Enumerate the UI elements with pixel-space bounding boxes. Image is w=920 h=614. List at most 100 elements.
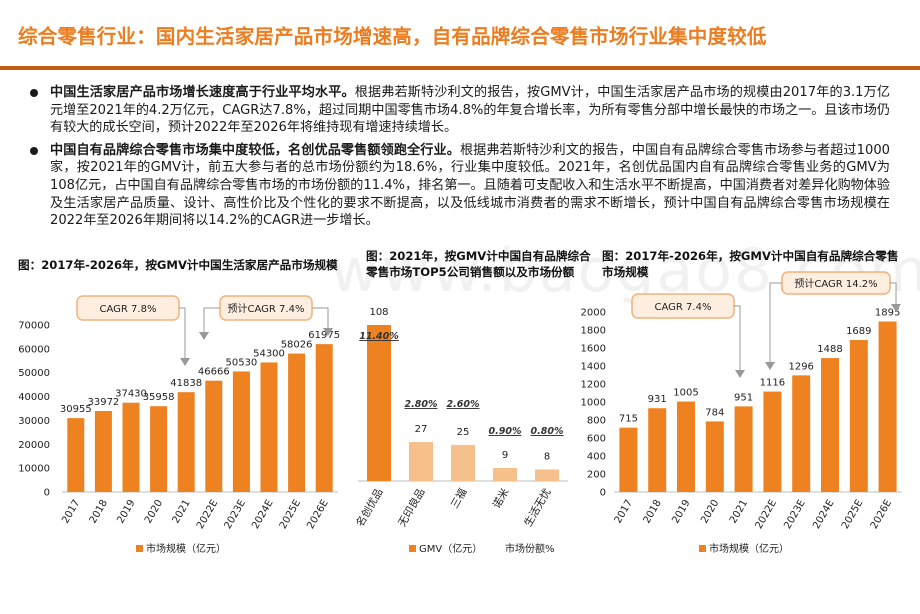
chart3-xtick-label: 2017: [613, 498, 635, 526]
chart3-bar: [792, 375, 811, 492]
chart1-ytick-label: 50000: [18, 368, 50, 379]
chart1-arrow-icon: [199, 332, 209, 340]
chart1-xtick-label: 2018: [88, 498, 110, 526]
chart3-data-label: 1488: [817, 344, 842, 355]
chart1-xtick-label: 2017: [60, 498, 82, 526]
chart2-xtick-label: 生活无忧: [521, 486, 553, 529]
chart3-ytick-label: 600: [587, 434, 606, 445]
chart1-data-label: 30955: [60, 404, 92, 415]
chart2-xtick-label: 三福: [448, 486, 470, 511]
bullet-heading: 中国生活家居产品市场增长速度高于行业平均水平。: [50, 85, 355, 100]
chart2-title: 图：2021年，按GMV计中国自有品牌综合零售市场TOP5公司销售额以及市场份额: [366, 249, 591, 279]
chart1-leader-line: [203, 307, 220, 338]
chart3-leader-line: [734, 305, 741, 376]
chart3-data-label: 931: [648, 394, 667, 405]
chart3-xtick-label: 2022E: [754, 498, 779, 531]
chart1-xtick-label: 2019: [115, 498, 137, 526]
bullet-dot-icon: [30, 89, 38, 97]
chart3-bar: [648, 408, 667, 492]
chart3-xtick-label: 2025E: [840, 498, 865, 531]
chart1-bar: [232, 371, 250, 492]
chart3-data-label: 1296: [788, 361, 813, 372]
chart1-bar: [205, 380, 223, 492]
chart1-xtick-label: 2025E: [278, 498, 303, 531]
chart3-bar: [677, 401, 695, 492]
chart1-ytick-label: 40000: [18, 392, 50, 403]
chart3-bar: [734, 406, 753, 492]
chart1-ytick-label: 30000: [18, 416, 50, 427]
chart1-title: 图：2017年-2026年，按GMV计中国生活家居产品市场规模: [18, 258, 338, 272]
bullet-heading: 中国自有品牌综合零售市场集中度较低，名创优品零售额领跑全行业。: [50, 142, 460, 158]
chart3-xtick-label: 2021: [728, 498, 750, 526]
summary-bullets: 中国生活家居产品市场增长速度高于行业平均水平。根据弗若斯特沙利文的报告，按GMV…: [30, 84, 890, 235]
chart3-bar: [821, 358, 839, 492]
chart1-arrow-icon: [323, 328, 333, 336]
chart2-data-label: 8: [544, 451, 550, 462]
chart3-xtick-label: 2019: [670, 498, 692, 526]
chart2-share-label: 0.80%: [531, 426, 564, 437]
chart1-cagr-forecast-label: 预计CAGR 7.4%: [228, 302, 305, 315]
chart2-legend-gmv-label: GMV（亿元）: [419, 542, 482, 555]
chart3-arrow-icon: [891, 304, 901, 312]
chart2-data-label: 9: [502, 450, 508, 461]
chart1-ytick-label: 10000: [18, 464, 50, 475]
chart1-data-label: 58026: [281, 340, 313, 351]
chart2-bar: [409, 442, 433, 481]
chart3-bar: [619, 427, 638, 492]
chart3-data-label: 1116: [760, 378, 785, 389]
chart3-bar: [878, 321, 897, 492]
chart3-cagr-forecast-label: 预计CAGR 14.2%: [794, 277, 877, 290]
chart3-xtick-label: 2026E: [869, 498, 894, 531]
chart1-xtick-label: 2026E: [305, 498, 330, 531]
chart1-bar: [315, 344, 333, 492]
chart3-data-label: 715: [619, 414, 638, 425]
chart3-ytick-label: 1800: [581, 326, 606, 337]
chart3-data-label: 1689: [846, 326, 871, 337]
chart1-leader-line: [312, 307, 329, 334]
chart1-bar: [67, 418, 85, 492]
chart1-bar: [177, 392, 195, 492]
chart3-xtick-label: 2018: [642, 498, 664, 526]
chart3-bar: [763, 391, 782, 492]
chart3-data-label: 951: [734, 392, 753, 403]
chart3-bar: [705, 421, 724, 492]
chart2-data-label: 25: [457, 427, 470, 438]
title-divider: [0, 66, 920, 70]
page-title: 综合零售行业：国内生活家居产品市场增速高，自有品牌综合零售市场行业集中度较低: [18, 25, 767, 48]
chart2-xtick-label: 名创优品: [353, 486, 385, 529]
chart3-xtick-label: 2023E: [782, 498, 807, 531]
chart2-share-label: 2.60%: [447, 399, 480, 410]
bullet-text: 根据弗若斯特沙利文的报告，中国自有品牌综合零售市场参与者超过1000家，按202…: [50, 142, 890, 229]
chart3-ytick-label: 1400: [581, 362, 606, 373]
chart3-title: 图：2017年-2026年，按GMV计中国自有品牌综合零售市场规模: [602, 249, 899, 279]
chart1-bar: [260, 362, 278, 492]
chart2-bar: [367, 325, 391, 481]
chart3-legend-swatch: [699, 545, 706, 552]
chart3-leader-line: [890, 282, 897, 310]
chart3-ytick-label: 2000: [581, 308, 606, 319]
chart2-bar: [493, 468, 517, 481]
bullet-dot-icon: [30, 146, 38, 155]
chart2-bar: [451, 444, 475, 481]
chart3-leader-line: [769, 282, 782, 368]
chart3-ytick-label: 200: [587, 470, 606, 481]
chart1-legend-label: 市场规模（亿元）: [146, 542, 226, 555]
chart2-share-label: 11.40%: [359, 331, 399, 342]
chart3-ytick-label: 800: [587, 416, 606, 427]
chart3-xtick-label: 2024E: [811, 498, 836, 531]
chart3-data-label: 784: [705, 407, 724, 418]
chart3-arrow-icon: [765, 362, 775, 370]
chart3-ytick-label: 1200: [581, 380, 606, 391]
chart1-data-label: 41838: [170, 378, 202, 389]
chart1-bar: [288, 353, 306, 492]
chart1-xtick-label: 2021: [171, 498, 193, 526]
chart1-ytick-label: 60000: [18, 344, 50, 355]
chart1-legend-swatch: [136, 545, 143, 552]
chart1-ytick-label: 0: [44, 488, 50, 499]
chart1-cagr-hist-label: CAGR 7.8%: [100, 304, 157, 315]
chart1-bar: [94, 410, 112, 492]
chart3-legend-label: 市场规模（亿元）: [709, 542, 789, 555]
chart3-bar: [849, 339, 868, 492]
chart2-xtick-label: 无印良品: [395, 486, 427, 529]
